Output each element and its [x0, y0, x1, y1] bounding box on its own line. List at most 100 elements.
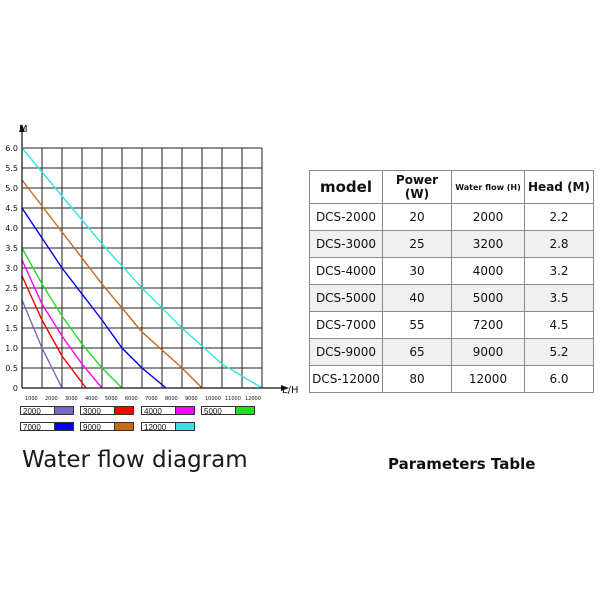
column-header-water-flow: Water flow (H): [451, 170, 525, 204]
legend-label: 7000: [20, 421, 54, 432]
legend-swatch: [175, 405, 195, 415]
x-tick-label: 4000: [85, 396, 98, 402]
legend-swatch: [114, 405, 134, 415]
cell-model: DCS-9000: [309, 338, 383, 366]
cell-model: DCS-5000: [309, 284, 383, 312]
cell-power: 20: [382, 203, 452, 231]
cell-power: 30: [382, 257, 452, 285]
cell-water-flow: 9000: [451, 338, 525, 366]
column-header-model: model: [309, 170, 383, 204]
cell-water-flow: 4000: [451, 257, 525, 285]
cell-head: 3.5: [524, 284, 594, 312]
chart-axes: [19, 124, 289, 391]
x-tick-label: 2000: [45, 396, 58, 402]
table-row: DCS-9000 65 9000 5.2: [309, 338, 594, 366]
water-flow-chart: M L/H 0 0.5 1.0 1.5 2.0 2.5 3.0 3.5 4.0 4.5 5.0 5.5 6.…: [5, 124, 298, 402]
y-tick-label: 3.0: [5, 264, 18, 273]
cell-model: DCS-2000: [309, 203, 383, 231]
legend-item: 7000: [20, 421, 74, 432]
x-tick-label: 8000: [165, 396, 178, 402]
column-header-head: Head (M): [524, 170, 594, 204]
chart-curves: [21, 147, 263, 389]
cell-water-flow: 7200: [451, 311, 525, 339]
cell-head: 2.2: [524, 203, 594, 231]
series-line-2000: [21, 299, 63, 389]
cell-head: 5.2: [524, 338, 594, 366]
parameters-table: model Power (W) Water flow (H) Head (M) …: [309, 170, 594, 393]
cell-water-flow: 12000: [451, 365, 525, 393]
legend-label: 5000: [201, 405, 235, 416]
y-tick-label: 4.0: [5, 224, 18, 233]
y-tick-label: 1.0: [5, 344, 18, 353]
x-tick-label: 1000: [25, 396, 38, 402]
y-tick-label: 0.5: [5, 364, 18, 373]
cell-model: DCS-4000: [309, 257, 383, 285]
legend-item: 2000: [20, 405, 74, 416]
legend-item: 9000: [80, 421, 134, 432]
y-tick-label: 6.0: [5, 144, 18, 153]
legend-label: 3000: [80, 405, 114, 416]
cell-head: 3.2: [524, 257, 594, 285]
x-axis-arrow: [281, 385, 289, 391]
cell-head: 2.8: [524, 230, 594, 258]
parameters-table-wrap: model Power (W) Water flow (H) Head (M) …: [309, 170, 594, 393]
legend-item: 3000: [80, 405, 134, 416]
series-line-3000: [21, 275, 87, 389]
cell-head: 4.5: [524, 311, 594, 339]
table-title: Parameters Table: [388, 455, 536, 473]
legend-item: 12000: [141, 421, 195, 432]
table-row: DCS-3000 25 3200 2.8: [309, 230, 594, 258]
legend-swatch: [235, 405, 255, 415]
x-tick-label: 12000: [245, 396, 261, 402]
y-tick-label: 3.5: [5, 244, 18, 253]
cell-water-flow: 3200: [451, 230, 525, 258]
cell-power: 40: [382, 284, 452, 312]
table-row: DCS-12000 80 12000 6.0: [309, 365, 594, 393]
column-header-power: Power (W): [382, 170, 452, 204]
y-tick-label: 2.5: [5, 284, 18, 293]
cell-model: DCS-7000: [309, 311, 383, 339]
series-line-12000: [21, 147, 263, 389]
legend-item: 4000: [141, 405, 195, 416]
legend-label: 9000: [80, 421, 114, 432]
cell-water-flow: 5000: [451, 284, 525, 312]
cell-head: 6.0: [524, 365, 594, 393]
cell-power: 55: [382, 311, 452, 339]
cell-power: 80: [382, 365, 452, 393]
y-tick-label: 0: [13, 384, 18, 393]
series-line-5000: [21, 247, 123, 389]
table-row: DCS-5000 40 5000 3.5: [309, 284, 594, 312]
legend-item: 5000: [201, 405, 255, 416]
x-tick-label: 7000: [145, 396, 158, 402]
x-axis-label: L/H: [282, 385, 298, 396]
chart-grid: [21, 147, 263, 389]
y-axis-arrow: [19, 124, 25, 132]
y-tick-label: 4.5: [5, 204, 18, 213]
x-tick-label: 11000: [225, 396, 241, 402]
x-tick-label: 10000: [205, 396, 221, 402]
cell-power: 65: [382, 338, 452, 366]
cell-model: DCS-3000: [309, 230, 383, 258]
x-tick-label: 5000: [105, 396, 118, 402]
series-line-4000: [21, 259, 103, 389]
table-row: DCS-4000 30 4000 3.2: [309, 257, 594, 285]
chart-legend: 2000 3000 4000 5000 7000 9000 12000: [20, 405, 270, 432]
x-tick-label: 3000: [65, 396, 78, 402]
cell-power: 25: [382, 230, 452, 258]
table-row: DCS-7000 55 7200 4.5: [309, 311, 594, 339]
table-row: DCS-2000 20 2000 2.2: [309, 203, 594, 231]
legend-swatch: [54, 421, 74, 431]
y-tick-label: 1.5: [5, 324, 18, 333]
series-line-9000: [21, 179, 203, 389]
series-line-7000: [21, 207, 167, 389]
legend-label: 2000: [20, 405, 54, 416]
legend-label: 4000: [141, 405, 175, 416]
chart-ticks: M L/H 0 0.5 1.0 1.5 2.0 2.5 3.0 3.5 4.0 4.5 5.0 5.5 6.…: [5, 124, 298, 402]
y-tick-label: 5.5: [5, 164, 18, 173]
legend-swatch: [114, 421, 134, 431]
legend-swatch: [175, 421, 195, 431]
legend-swatch: [54, 405, 74, 415]
y-tick-label: 5.0: [5, 184, 18, 193]
chart-title: Water flow diagram: [22, 447, 248, 473]
cell-water-flow: 2000: [451, 203, 525, 231]
